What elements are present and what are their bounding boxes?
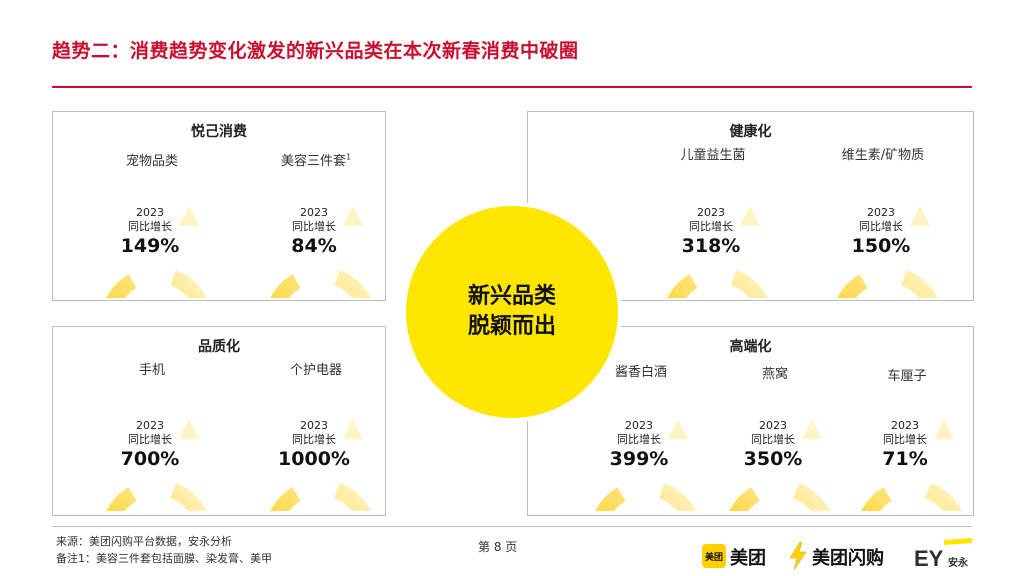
- growth-year: 2023: [300, 206, 328, 219]
- ey-cn-text: 安永: [948, 556, 969, 569]
- growth-year: 2023: [867, 206, 895, 219]
- center-text-line1: 新兴品类: [467, 284, 556, 309]
- footnote-marker: 1: [345, 152, 352, 162]
- panel-title: 健康化: [729, 124, 772, 140]
- center-highlight-circle: 新兴品类 脱颖而出: [406, 206, 618, 418]
- meituan-logo-text: 美团: [730, 548, 766, 569]
- page-title: 趋势二：消费趋势变化激发的新兴品类在本次新春消费中破圈: [52, 40, 579, 62]
- lightning-icon: [789, 542, 807, 570]
- center-text-line2: 脱颖而出: [467, 314, 556, 339]
- growth-desc: 同比增长: [128, 220, 172, 233]
- growth-year: 2023: [625, 419, 653, 432]
- growth-year: 2023: [759, 419, 787, 432]
- category-label: 宠物品类: [125, 154, 178, 169]
- growth-value: 149%: [120, 235, 180, 257]
- footnote: 备注1：美容三件套包括面膜、染发膏、美甲: [56, 552, 272, 565]
- growth-value: 1000%: [278, 448, 350, 470]
- growth-year: 2023: [697, 206, 725, 219]
- page-number: 第 8 页: [478, 540, 518, 554]
- meituan-flash-logo: 美团闪购: [812, 548, 884, 569]
- category-label: 车厘子: [887, 369, 927, 384]
- growth-year: 2023: [300, 419, 328, 432]
- growth-value: 150%: [851, 235, 911, 257]
- growth-year: 2023: [891, 419, 919, 432]
- growth-value: 71%: [882, 448, 928, 470]
- title-divider: [52, 86, 972, 88]
- panel-title: 悦己消费: [191, 124, 247, 140]
- category-label: 个护电器: [289, 363, 342, 378]
- category-label: 手机: [138, 363, 165, 378]
- category-item: 个护电器 2023 同比增长 1000%: [251, 353, 381, 576]
- category-label: 酱香白酒: [614, 365, 667, 380]
- category-label: 儿童益生菌: [680, 148, 746, 163]
- category-label: 美容三件套1: [280, 152, 352, 169]
- growth-value: 700%: [120, 448, 180, 470]
- meituan-logo-icon: 美团: [702, 544, 726, 568]
- growth-year: 2023: [136, 419, 164, 432]
- growth-desc: 同比增长: [859, 220, 903, 233]
- category-item: 手机 2023 同比增长 700%: [87, 353, 217, 576]
- panel-title: 品质化: [198, 339, 240, 355]
- category-item: 美容三件套1 2023 同比增长 84%: [251, 140, 381, 379]
- growth-year: 2023: [136, 206, 164, 219]
- growth-value: 350%: [743, 448, 803, 470]
- panel-self-pleasure: 悦己消费 宠物品类 2023 同比增长 149% 美容三件套1 2023 同比增…: [52, 111, 386, 379]
- growth-desc: 同比增长: [689, 220, 733, 233]
- category-label: 维生素/矿物质: [841, 148, 925, 163]
- category-item: 燕窝 2023 同比增长 350%: [710, 353, 840, 576]
- category-item: 车厘子 2023 同比增长 71%: [842, 353, 972, 576]
- growth-value: 318%: [681, 235, 741, 257]
- growth-desc: 同比增长: [128, 433, 172, 446]
- category-item: 儿童益生菌 2023 同比增长 318%: [648, 140, 778, 379]
- growth-value: 399%: [609, 448, 669, 470]
- growth-desc: 同比增长: [883, 433, 927, 446]
- category-item: 维生素/矿物质 2023 同比增长 150%: [818, 140, 948, 379]
- growth-desc: 同比增长: [751, 433, 795, 446]
- footer-divider: [52, 526, 972, 527]
- panel-quality: 品质化 手机 2023 同比增长 700% 个护电器 2023 同比增长 100…: [52, 326, 386, 576]
- growth-desc: 同比增长: [617, 433, 661, 446]
- growth-desc: 同比增长: [292, 433, 336, 446]
- ey-logo-icon: EY 安永: [914, 538, 972, 570]
- source-note: 来源：美团闪购平台数据，安永分析: [56, 535, 232, 548]
- growth-value: 84%: [291, 235, 337, 257]
- category-item: 宠物品类 2023 同比增长 149%: [87, 140, 217, 379]
- growth-desc: 同比增长: [292, 220, 336, 233]
- category-label: 燕窝: [761, 367, 788, 382]
- ey-logo-text: EY: [914, 546, 944, 570]
- panel-title: 高端化: [729, 339, 772, 355]
